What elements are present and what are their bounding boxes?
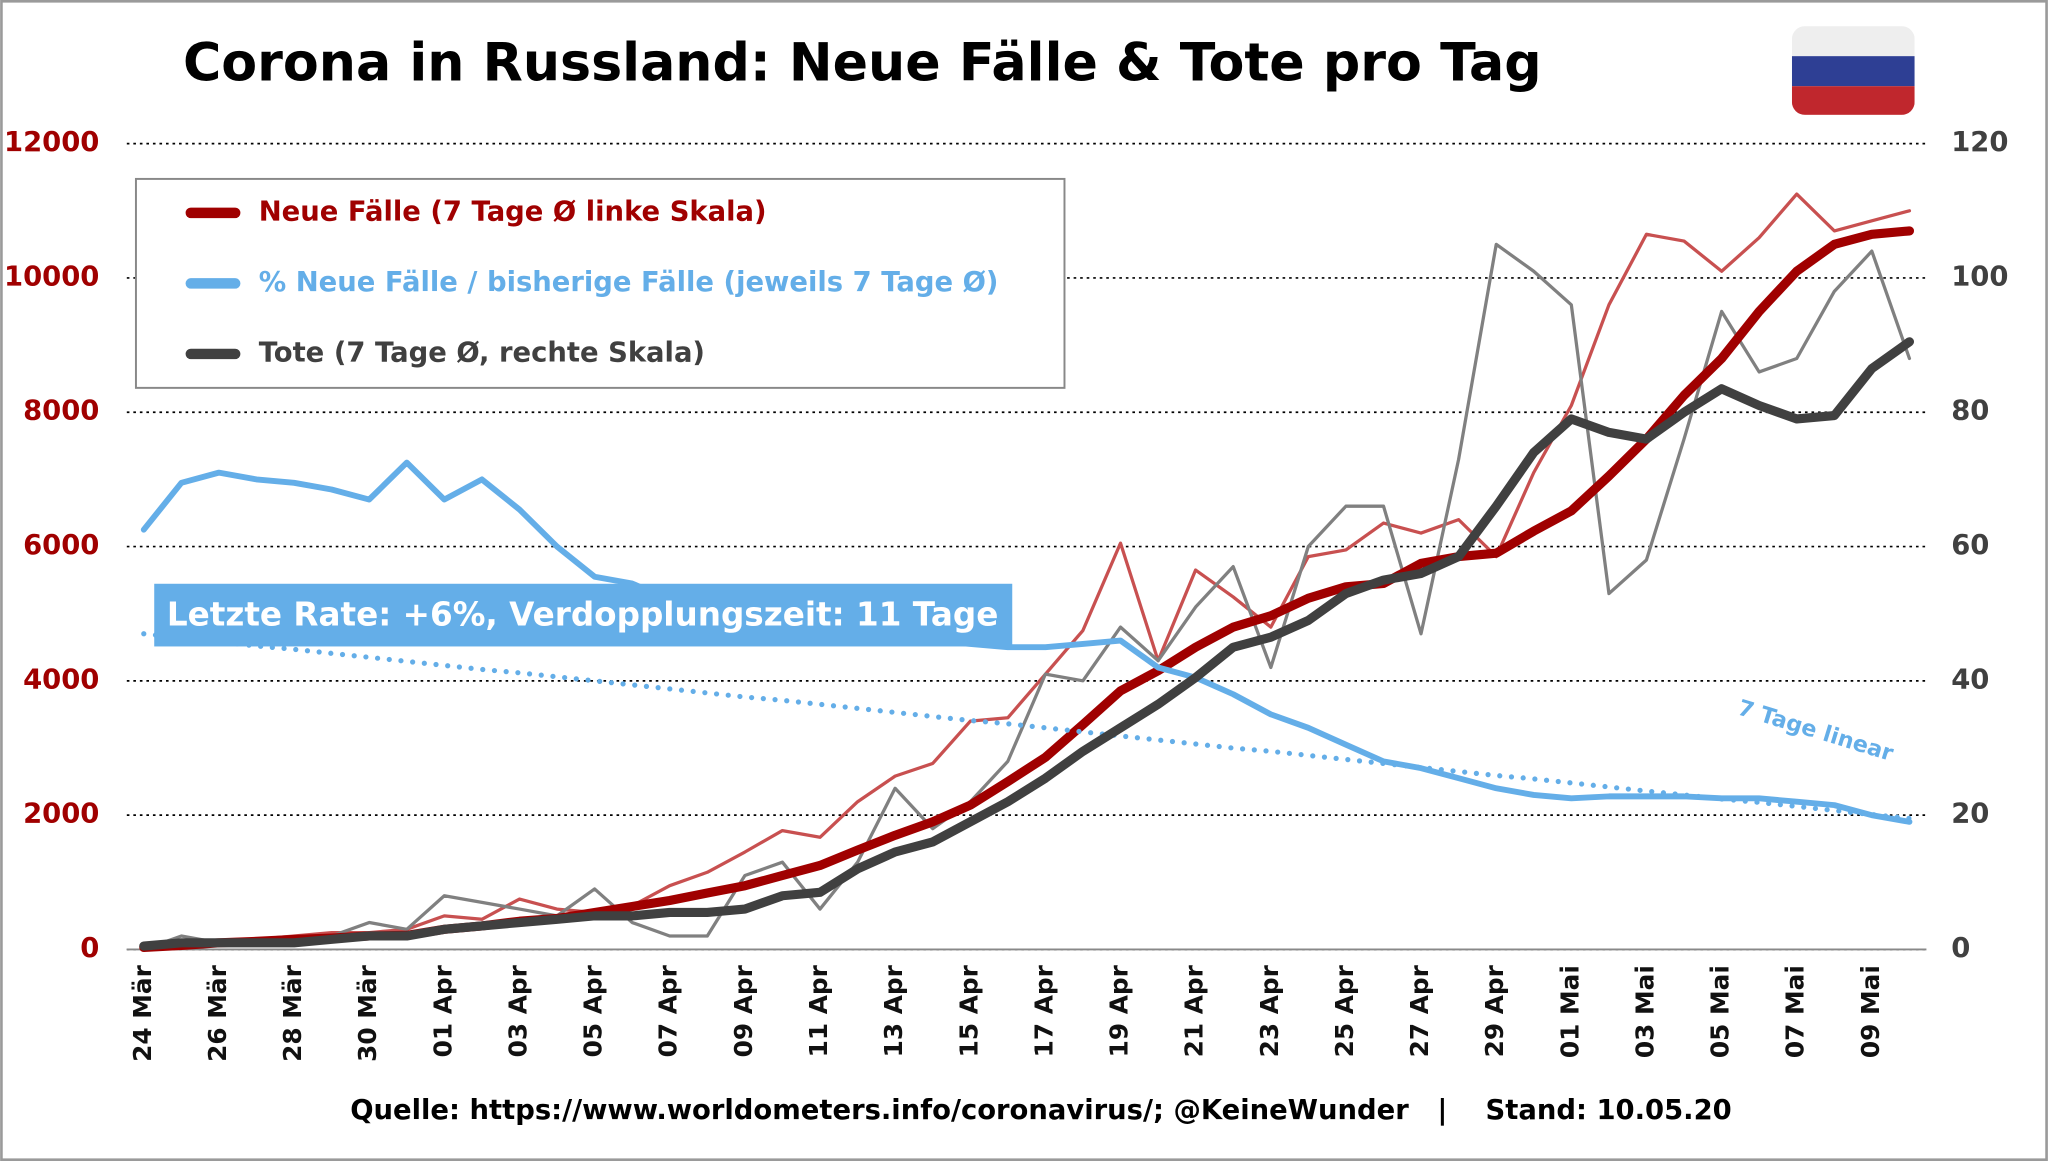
y-tick-label: 0: [80, 933, 99, 964]
y2-tick-label: 40: [1951, 664, 1989, 695]
y-tick-label: 6000: [23, 530, 99, 561]
x-tick-label: 15 Apr: [954, 964, 983, 1057]
source-note: Quelle: https://www.worldometers.info/co…: [350, 1095, 1732, 1126]
y-tick-label: 12000: [4, 127, 99, 158]
legend-box: [134, 177, 1066, 389]
x-tick-label: 03 Apr: [503, 964, 532, 1057]
rate-box: [154, 583, 1013, 647]
x-tick-label: 05 Mai: [1706, 965, 1735, 1058]
x-tick-label: 24 Mär: [128, 964, 157, 1062]
x-tick-label: 11 Apr: [804, 964, 833, 1057]
x-tick-label: 19 Apr: [1105, 964, 1134, 1057]
y2-tick-label: 100: [1951, 261, 2008, 292]
x-tick-label: 01 Apr: [428, 964, 457, 1057]
legend-label: Tote (7 Tage Ø, rechte Skala): [259, 337, 705, 368]
y2-tick-label: 60: [1951, 530, 1989, 561]
chart-title: Corona in Russland: Neue Fälle & Tote pr…: [183, 34, 1542, 94]
y-tick-label: 10000: [4, 261, 99, 292]
x-tick-label: 30 Mär: [353, 964, 382, 1062]
x-tick-label: 07 Mai: [1781, 965, 1810, 1058]
x-tick-label: 03 Mai: [1630, 965, 1659, 1058]
flag: [1791, 26, 1915, 115]
x-tick-label: 23 Apr: [1255, 964, 1284, 1057]
legend-label: Neue Fälle (7 Tage Ø linke Skala): [259, 196, 767, 227]
x-tick-label: 09 Mai: [1856, 965, 1885, 1058]
x-tick-label: 25 Apr: [1330, 964, 1359, 1057]
x-tick-label: 13 Apr: [879, 964, 908, 1057]
series-line: [139, 337, 1915, 951]
y2-tick-label: 0: [1951, 933, 1970, 964]
x-tick-label: 21 Apr: [1180, 964, 1209, 1057]
x-tick-label: 09 Apr: [729, 964, 758, 1057]
y-tick-label: 4000: [23, 664, 99, 695]
x-tick-label: 28 Mär: [278, 964, 307, 1062]
y2-tick-label: 120: [1951, 127, 2008, 158]
x-tick-label: 01 Mai: [1555, 965, 1584, 1058]
series-line: [142, 192, 1912, 948]
series-line: [141, 631, 1913, 822]
y-tick-label: 8000: [23, 396, 99, 427]
x-tick-label: 07 Apr: [654, 964, 683, 1057]
x-tick-label: 05 Apr: [579, 964, 608, 1057]
x-tick-label: 27 Apr: [1405, 964, 1434, 1057]
rate-label: Letzte Rate: +6%, Verdopplungszeit: 11 T…: [167, 595, 999, 633]
y2-tick-label: 80: [1951, 396, 1989, 427]
x-tick-label: 26 Mär: [203, 964, 232, 1062]
series-line: [142, 242, 1912, 952]
y-tick-label: 2000: [23, 799, 99, 830]
legend-label: % Neue Fälle / bisherige Fälle (jeweils …: [259, 267, 999, 298]
x-tick-label: 17 Apr: [1029, 964, 1058, 1057]
series-line: [140, 459, 1913, 825]
y2-tick-label: 20: [1951, 799, 1989, 830]
x-tick-label: 29 Apr: [1480, 964, 1509, 1057]
